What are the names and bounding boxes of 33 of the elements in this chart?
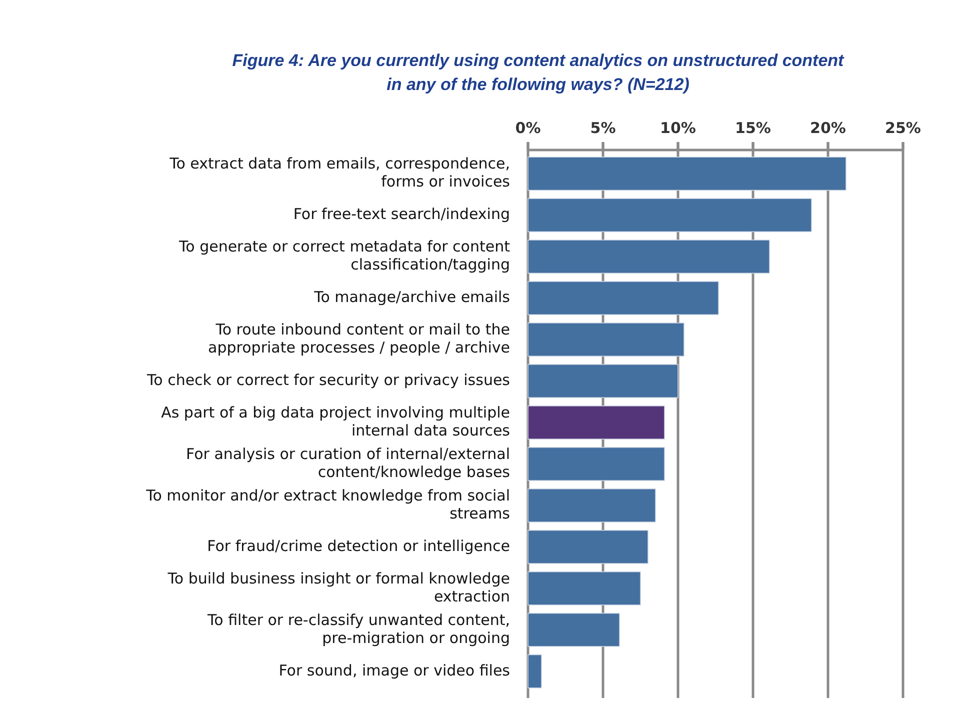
x-tick-label: 25% xyxy=(885,119,921,137)
y-tick-label: As part of a big data project involving multiple internal data sources xyxy=(161,404,510,440)
y-tick-label: For analysis or curation of internal/external content/knowledge bases xyxy=(186,445,510,482)
bar xyxy=(528,530,648,564)
y-tick-label: For sound, image or video files xyxy=(278,661,510,680)
x-tick-label: 20% xyxy=(810,119,846,137)
bar xyxy=(528,156,846,191)
bar xyxy=(528,240,770,274)
x-tick-label: 5% xyxy=(590,119,616,137)
y-tick-label: To filter or re-classify unwanted content, pre-migration or ongoing xyxy=(206,610,510,647)
bar xyxy=(528,654,542,688)
y-tick-label: To generate or correct metadata for content classification/tagging xyxy=(178,238,510,274)
x-tick-label: 0% xyxy=(515,119,541,137)
x-tick-label: 15% xyxy=(735,119,771,137)
bar xyxy=(528,198,812,232)
y-tick-label: To check or correct for security or privacy issues xyxy=(146,371,510,390)
y-tick-label: To manage/archive emails xyxy=(313,288,510,306)
y-tick-label: To route inbound content or mail to the appropriate processes / people / archive xyxy=(208,320,510,357)
bar xyxy=(528,612,620,647)
x-tick-label: 10% xyxy=(660,119,696,137)
bar xyxy=(528,446,665,481)
bar xyxy=(528,571,641,606)
y-tick-label: For fraud/crime detection or intelligence xyxy=(207,537,510,556)
bar xyxy=(528,488,656,522)
chart-title: Figure 4: Are you currently using content analytics on unstructured content in any of the following ways? (N=212) xyxy=(232,51,846,94)
bar xyxy=(528,322,684,357)
y-tick-label: For free-text search/indexing xyxy=(293,205,510,224)
bar xyxy=(528,281,719,316)
y-tick-label: To extract data from emails, correspondence, forms or invoices xyxy=(168,154,510,191)
y-tick-label: To monitor and/or extract knowledge from social streams xyxy=(145,486,510,523)
bar xyxy=(528,364,678,398)
y-tick-label: To build business insight or formal knowledge extraction xyxy=(166,569,510,606)
bar xyxy=(528,406,665,440)
